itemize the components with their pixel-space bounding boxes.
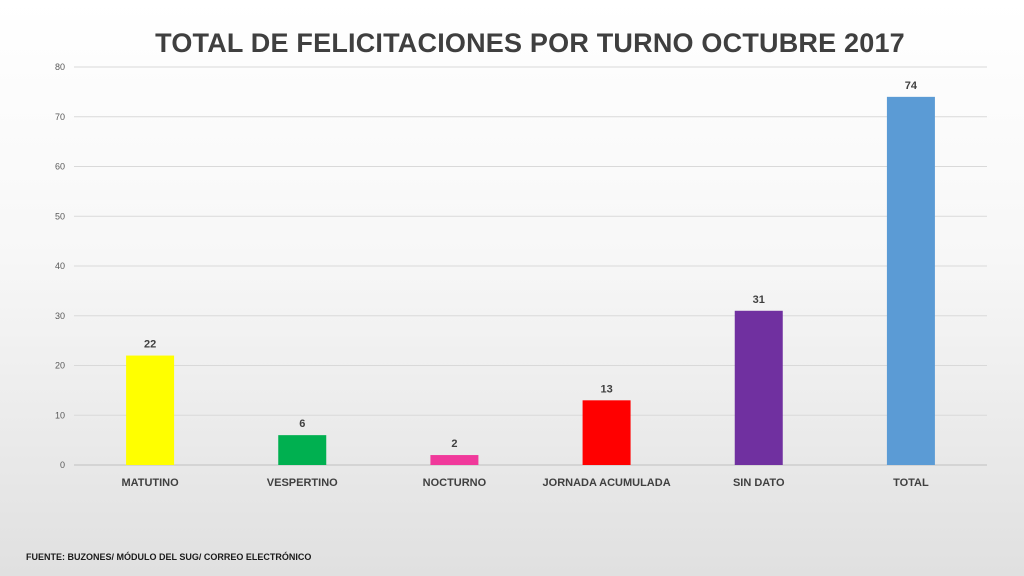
- y-tick-label: 0: [60, 460, 65, 470]
- chart-title: TOTAL DE FELICITACIONES POR TURNO OCTUBR…: [155, 28, 905, 58]
- data-label: 13: [600, 383, 612, 395]
- y-tick-label: 20: [55, 361, 65, 371]
- y-tick-label: 60: [55, 162, 65, 172]
- bar: [734, 310, 783, 465]
- data-label: 6: [299, 418, 305, 430]
- y-tick-label: 30: [55, 311, 65, 321]
- data-label: 74: [905, 80, 918, 92]
- y-tick-label: 80: [55, 62, 65, 72]
- bar: [430, 455, 479, 465]
- data-label: 22: [144, 339, 156, 351]
- y-tick-label: 70: [55, 112, 65, 122]
- y-tick-label: 50: [55, 211, 65, 221]
- bar: [886, 96, 935, 465]
- data-label: 31: [753, 294, 765, 306]
- x-tick-label: VESPERTINO: [267, 477, 338, 489]
- x-tick-label: MATUTINO: [121, 477, 179, 489]
- y-tick-label: 40: [55, 261, 65, 271]
- x-tick-label: JORNADA ACUMULADA: [543, 477, 671, 489]
- bar: [582, 400, 631, 465]
- data-label: 2: [451, 438, 457, 450]
- source-note: FUENTE: BUZONES/ MÓDULO DEL SUG/ CORREO …: [26, 552, 312, 562]
- x-tick-label: SIN DATO: [733, 477, 785, 489]
- x-tick-label: TOTAL: [893, 477, 929, 489]
- bar: [278, 435, 327, 465]
- bar: [126, 355, 175, 465]
- y-tick-label: 10: [55, 410, 65, 420]
- x-tick-label: NOCTURNO: [423, 477, 487, 489]
